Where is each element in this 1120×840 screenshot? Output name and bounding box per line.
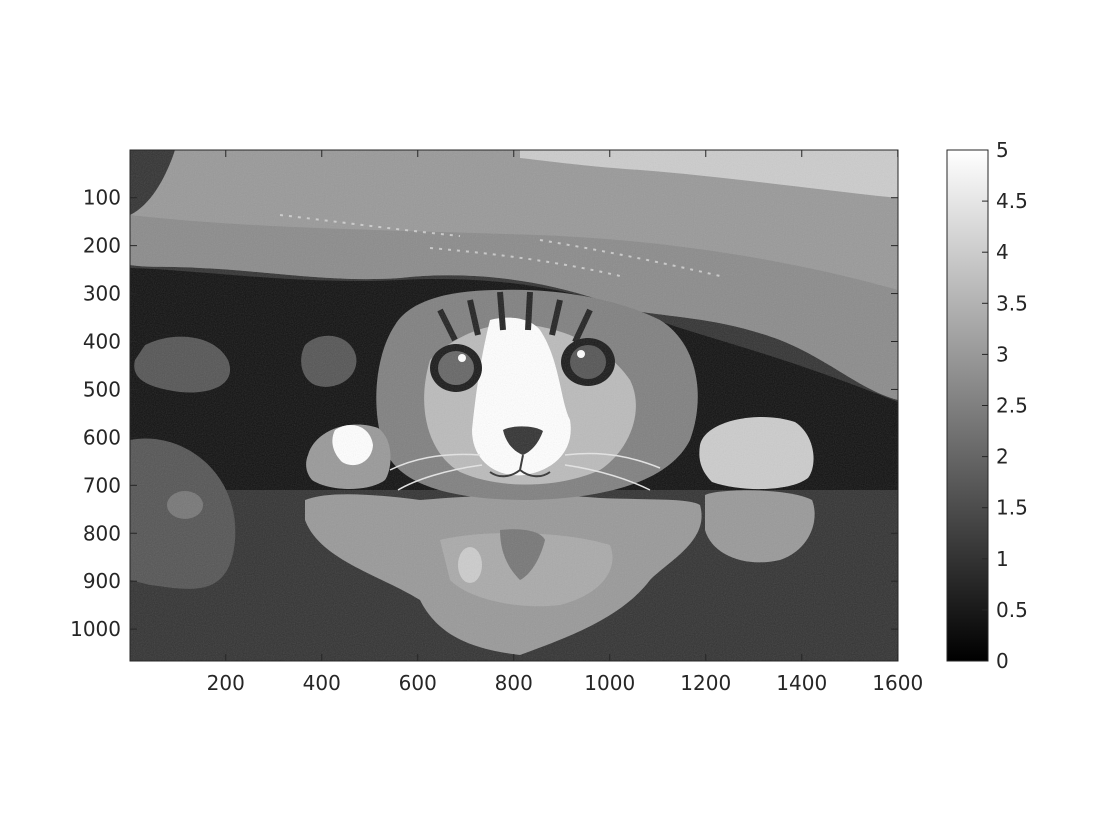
x-tick-label: 1600 [872, 671, 923, 695]
colorbar-tick-label: 1.5 [996, 496, 1028, 520]
x-tick-label: 200 [207, 671, 245, 695]
colorbar-tick-label: 2 [996, 445, 1009, 469]
y-axis-ticks: 100 200 300 400 500 600 700 800 900 1000 [70, 186, 898, 641]
colorbar: 0 0.5 1 1.5 2 2.5 3 3.5 4 4.5 5 [946, 138, 1028, 673]
y-tick-label: 600 [83, 425, 121, 449]
colorbar-tick-label: 4.5 [996, 189, 1028, 213]
colorbar-tick-label: 0 [996, 649, 1009, 673]
y-tick-label: 900 [83, 569, 121, 593]
colorbar-tick-label: 4 [996, 240, 1009, 264]
x-tick-label: 600 [399, 671, 437, 695]
heatmap-image [130, 150, 898, 661]
colorbar-tick-label: 0.5 [996, 598, 1028, 622]
y-tick-label: 800 [83, 521, 121, 545]
colorbar-tick-label: 5 [996, 138, 1009, 162]
y-tick-label: 400 [83, 330, 121, 354]
y-tick-label: 700 [83, 473, 121, 497]
colorbar-tick-label: 3 [996, 342, 1009, 366]
colorbar-tick-label: 2.5 [996, 394, 1028, 418]
x-axis-ticks: 200 400 600 800 1000 1200 1400 1600 [207, 150, 923, 695]
colorbar-gradient [946, 149, 989, 662]
x-tick-label: 1400 [776, 671, 827, 695]
image-texture [130, 150, 898, 661]
y-tick-label: 1000 [70, 617, 121, 641]
colorbar-ticks: 0 0.5 1 1.5 2 2.5 3 3.5 4 4.5 5 [982, 138, 1028, 673]
y-tick-label: 100 [83, 186, 121, 210]
colorbar-tick-label: 3.5 [996, 291, 1028, 315]
y-tick-label: 200 [83, 234, 121, 258]
plot-axes: 200 400 600 800 1000 1200 1400 1600 100 200 300 40… [70, 149, 923, 695]
x-tick-label: 1200 [680, 671, 731, 695]
x-tick-label: 800 [495, 671, 533, 695]
x-tick-label: 1000 [584, 671, 635, 695]
y-tick-label: 300 [83, 282, 121, 306]
y-tick-label: 500 [83, 377, 121, 401]
x-tick-label: 400 [303, 671, 341, 695]
colorbar-tick-label: 1 [996, 547, 1009, 571]
